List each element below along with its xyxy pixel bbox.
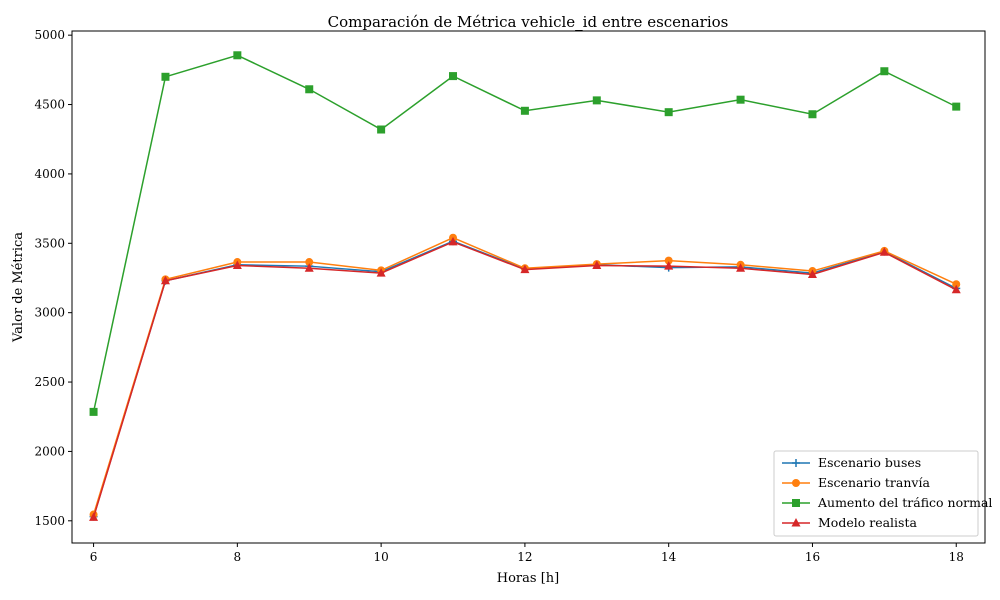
series-3-point <box>520 106 529 115</box>
series-4-point <box>879 247 889 256</box>
legend-label-2: Escenario tranvía <box>818 475 930 490</box>
legend-marker-4 <box>791 518 801 527</box>
legend-marker-3 <box>792 499 800 507</box>
series-4-point <box>232 260 242 269</box>
series-2-point <box>305 258 314 267</box>
plot-area: 6 8 10 12 14 16 18 1500 2000 2500 3000 3500 4000 4500… <box>34 28 963 564</box>
legend-label-1: Escenario buses <box>818 455 921 470</box>
x-tick-label: 18 <box>949 550 964 564</box>
x-tick-label: 14 <box>661 550 677 564</box>
series-3-point <box>664 108 673 117</box>
legend: Escenario buses Escenario tranvía Aumento … <box>773 450 992 537</box>
y-tick-label: 1500 <box>34 514 65 528</box>
series-3-point <box>736 95 745 104</box>
x-tick-label: 8 <box>234 550 242 564</box>
x-tick-label: 10 <box>373 550 388 564</box>
series-4-point <box>376 268 386 277</box>
x-tick-label: 6 <box>90 550 98 564</box>
chart-title: Comparación de Métrica vehicle_id entre … <box>328 13 729 31</box>
y-tick-label: 4000 <box>34 167 65 181</box>
series-4-point <box>160 275 170 285</box>
y-axis-label: Valor de Métrica <box>11 232 26 343</box>
series-3-point <box>880 67 889 76</box>
legend-label-4: Modelo realista <box>818 515 917 530</box>
series-4-point <box>664 261 674 270</box>
series-3-point <box>233 51 242 60</box>
y-tick-label: 3000 <box>34 306 65 320</box>
series-2-point <box>664 256 673 265</box>
legend-marker-1 <box>792 459 800 467</box>
series-3-point <box>161 72 170 81</box>
series-3-point <box>89 407 98 416</box>
series-4-point <box>807 269 817 279</box>
series-3-point <box>808 110 817 119</box>
series-3-point <box>305 85 314 94</box>
series-4-point <box>592 260 602 269</box>
series-2-point <box>952 280 961 289</box>
y-tick-label: 5000 <box>34 28 65 42</box>
x-tick-label: 16 <box>805 550 820 564</box>
legend-label-3: Aumento del tráfico normal <box>817 495 992 510</box>
x-tick-label: 12 <box>517 550 532 564</box>
series-4-point <box>448 236 458 246</box>
series-4-point <box>736 263 746 272</box>
series-4-point <box>89 512 99 521</box>
series-3-point <box>952 102 961 111</box>
legend-box <box>773 450 979 537</box>
y-tick-label: 3500 <box>34 236 65 250</box>
y-tick-label: 2500 <box>34 375 65 389</box>
series-4-point <box>304 263 314 272</box>
plot-frame <box>71 30 986 544</box>
series-4-point <box>951 284 961 294</box>
y-tick-label: 4500 <box>34 98 65 112</box>
series-3-point <box>377 125 386 134</box>
series-3-point <box>449 72 458 81</box>
y-tick-label: 2000 <box>34 444 65 458</box>
series-3-point <box>592 96 601 105</box>
x-axis-label: Horas [h] <box>497 571 559 586</box>
legend-marker-2 <box>792 479 800 487</box>
series-4-point <box>520 264 530 274</box>
